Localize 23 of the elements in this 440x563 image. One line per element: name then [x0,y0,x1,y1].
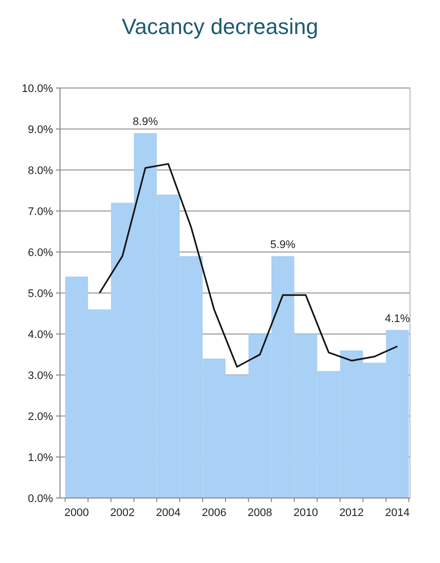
x-tick-label: 2000 [64,507,89,519]
x-tick-label: 2002 [110,507,135,519]
x-tick-label: 2010 [294,507,318,519]
y-tick-label: 6.0% [28,246,54,259]
y-tick-label: 9.0% [28,124,54,136]
x-tick-label: 2014 [385,507,410,519]
y-tick-label: 5.0% [28,288,54,300]
data-label: 4.1% [384,312,410,325]
y-tick-label: 2.0% [28,410,54,423]
y-tick-label: 1.0% [28,452,54,464]
y-tick-label: 7.0% [28,206,54,218]
y-tick-label: 10.0% [22,82,54,95]
y-tick-label: 0.0% [28,492,54,505]
data-label: 5.9% [270,239,296,252]
y-tick-label: 4.0% [28,328,54,341]
x-tick-label: 2004 [156,507,180,519]
x-tick-label: 2006 [202,507,226,519]
x-tick-label: 2012 [339,507,364,519]
data-label: 8.9% [132,116,158,128]
y-tick-label: 8.0% [28,164,54,177]
x-tick-label: 2008 [248,507,272,519]
y-tick-label: 3.0% [28,370,54,382]
chart-title: Vacancy decreasing [122,14,318,39]
